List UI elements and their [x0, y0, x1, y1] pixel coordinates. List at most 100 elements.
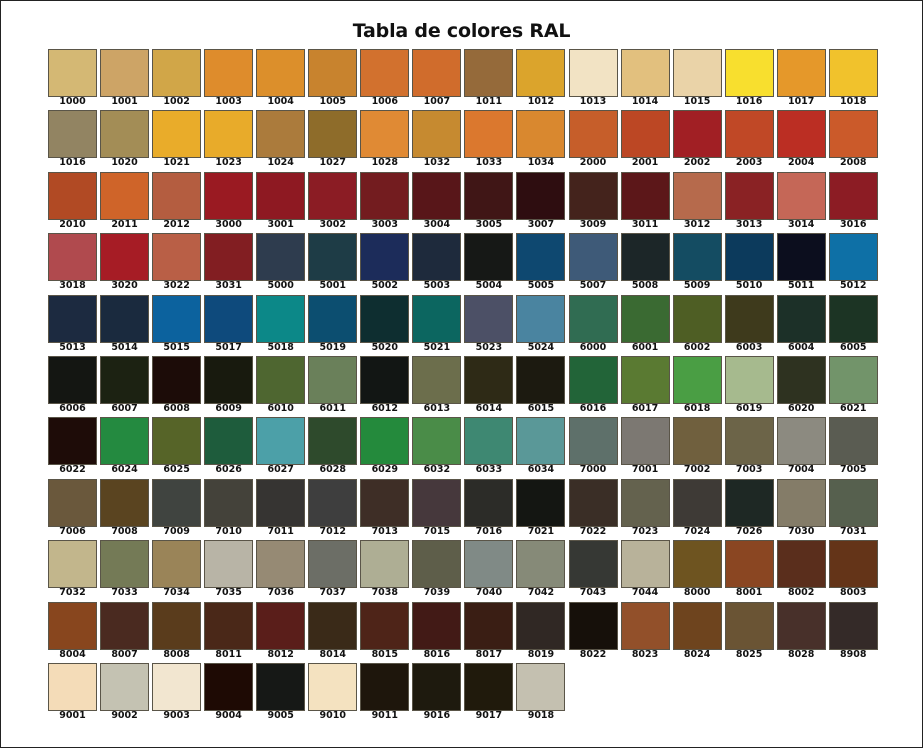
- swatch-code-label: 1005: [319, 96, 346, 107]
- swatch-code-label: 6007: [111, 403, 138, 414]
- color-swatch-item: 1034: [516, 110, 566, 170]
- color-swatch-item: 6019: [724, 356, 774, 416]
- swatch-code-label: 5011: [787, 280, 815, 292]
- color-swatch: [48, 601, 97, 650]
- color-swatch: [412, 417, 462, 466]
- swatch-code-label: 6022: [59, 464, 86, 476]
- swatch-code-label: 3000: [215, 218, 242, 230]
- swatch-code-label: 1002: [163, 96, 190, 107]
- color-swatch: [256, 540, 306, 589]
- color-swatch-item: 1017: [776, 49, 826, 109]
- swatch-code-label: 3022: [163, 280, 190, 292]
- color-swatch-item: 7026: [724, 478, 774, 539]
- color-swatch: [776, 171, 826, 220]
- color-swatch-item: 7000: [568, 417, 618, 477]
- swatch-code-label: 3004: [423, 218, 451, 230]
- color-swatch: [152, 49, 202, 97]
- color-swatch: [308, 49, 358, 97]
- swatch-code-label: 7024: [683, 525, 711, 537]
- color-swatch-item: 9017: [464, 663, 514, 723]
- swatch-code-label: 6005: [840, 341, 867, 353]
- color-swatch-item: 9010: [308, 663, 358, 723]
- color-swatch: [204, 601, 254, 650]
- color-swatch-item: 2002: [672, 110, 722, 170]
- color-swatch: [100, 110, 150, 159]
- swatch-code-label: 5005: [527, 280, 555, 292]
- color-swatch: [620, 356, 670, 404]
- swatch-code-label: 1032: [423, 157, 451, 169]
- swatch-code-label: 8011: [215, 648, 242, 660]
- color-swatch: [672, 601, 722, 650]
- color-swatch-item: 1020: [100, 110, 150, 170]
- swatch-code-label: 5007: [579, 280, 607, 292]
- color-swatch: [48, 171, 97, 220]
- color-swatch: [412, 294, 462, 343]
- swatch-code-label: 6015: [527, 403, 555, 414]
- color-swatch-item: 1002: [152, 49, 202, 109]
- color-swatch: [308, 233, 358, 282]
- swatch-code-label: 8028: [787, 648, 815, 660]
- color-swatch: [360, 663, 410, 711]
- color-swatch-item: 7013: [360, 478, 410, 539]
- color-swatch: [828, 601, 878, 650]
- color-swatch-item: 3013: [724, 171, 774, 232]
- swatch-code-label: 2011: [111, 218, 138, 230]
- color-swatch: [724, 233, 774, 282]
- color-swatch-item: 7037: [308, 540, 358, 600]
- color-swatch: [256, 663, 306, 711]
- color-swatch-item: 8007: [100, 601, 150, 662]
- color-swatch-item: 5008: [620, 233, 670, 293]
- color-swatch: [672, 110, 722, 159]
- swatch-code-label: 3005: [475, 218, 503, 230]
- swatch-code-label: 1014: [631, 96, 659, 107]
- color-swatch-item: 1024: [256, 110, 306, 170]
- swatch-code-label: 7004: [787, 464, 815, 476]
- color-swatch-item: 7030: [776, 478, 826, 539]
- color-swatch-item: 3011: [620, 171, 670, 232]
- swatch-code-label: 5003: [423, 280, 451, 292]
- color-swatch: [308, 601, 358, 650]
- color-swatch-item: 9018: [516, 663, 566, 723]
- swatch-code-label: 7031: [840, 525, 867, 537]
- swatch-code-label: 6012: [371, 403, 399, 414]
- color-swatch-item: 6015: [516, 356, 566, 416]
- swatch-code-label: 7044: [631, 587, 659, 599]
- color-swatch-item: 7004: [776, 417, 826, 477]
- color-swatch-item: 5015: [152, 294, 202, 355]
- color-swatch: [776, 49, 826, 97]
- swatch-code-label: 5009: [683, 280, 711, 292]
- swatch-code-label: 6013: [423, 403, 451, 414]
- color-swatch-item: 6025: [152, 417, 202, 477]
- color-swatch: [828, 171, 878, 220]
- swatch-code-label: 2010: [59, 218, 86, 230]
- color-swatch: [828, 417, 878, 466]
- color-swatch: [672, 540, 722, 589]
- color-swatch-item: 2011: [100, 171, 150, 232]
- color-swatch-item: 5010: [724, 233, 774, 293]
- color-swatch: [464, 294, 514, 343]
- swatch-code-label: 6027: [267, 464, 294, 476]
- color-swatch-item: 1015: [672, 49, 722, 109]
- swatch-code-label: 5024: [527, 341, 555, 353]
- color-swatch-item: 5000: [256, 233, 306, 293]
- color-swatch-item: 7035: [204, 540, 254, 600]
- swatch-code-label: 7016: [475, 525, 503, 537]
- swatch-code-label: 7036: [267, 587, 294, 599]
- color-swatch-item: 6014: [464, 356, 514, 416]
- color-swatch-item: 5020: [360, 294, 410, 355]
- color-swatch-item: 7005: [828, 417, 878, 477]
- color-swatch: [828, 540, 878, 589]
- color-swatch-item: 6017: [620, 356, 670, 416]
- color-swatch-item: 1027: [308, 110, 358, 170]
- swatch-code-label: 1034: [527, 157, 555, 169]
- color-swatch-item: 1032: [412, 110, 462, 170]
- swatch-code-label: 8017: [475, 648, 503, 660]
- color-swatch-item: 9003: [152, 663, 202, 723]
- swatch-code-label: 7030: [787, 525, 815, 537]
- swatch-code-label: 5013: [59, 341, 86, 353]
- swatch-code-label: 9016: [423, 710, 451, 721]
- color-swatch-item: 8002: [776, 540, 826, 600]
- color-swatch-item: 8022: [568, 601, 618, 662]
- color-swatch: [256, 417, 306, 466]
- swatch-code-label: 6029: [371, 464, 399, 476]
